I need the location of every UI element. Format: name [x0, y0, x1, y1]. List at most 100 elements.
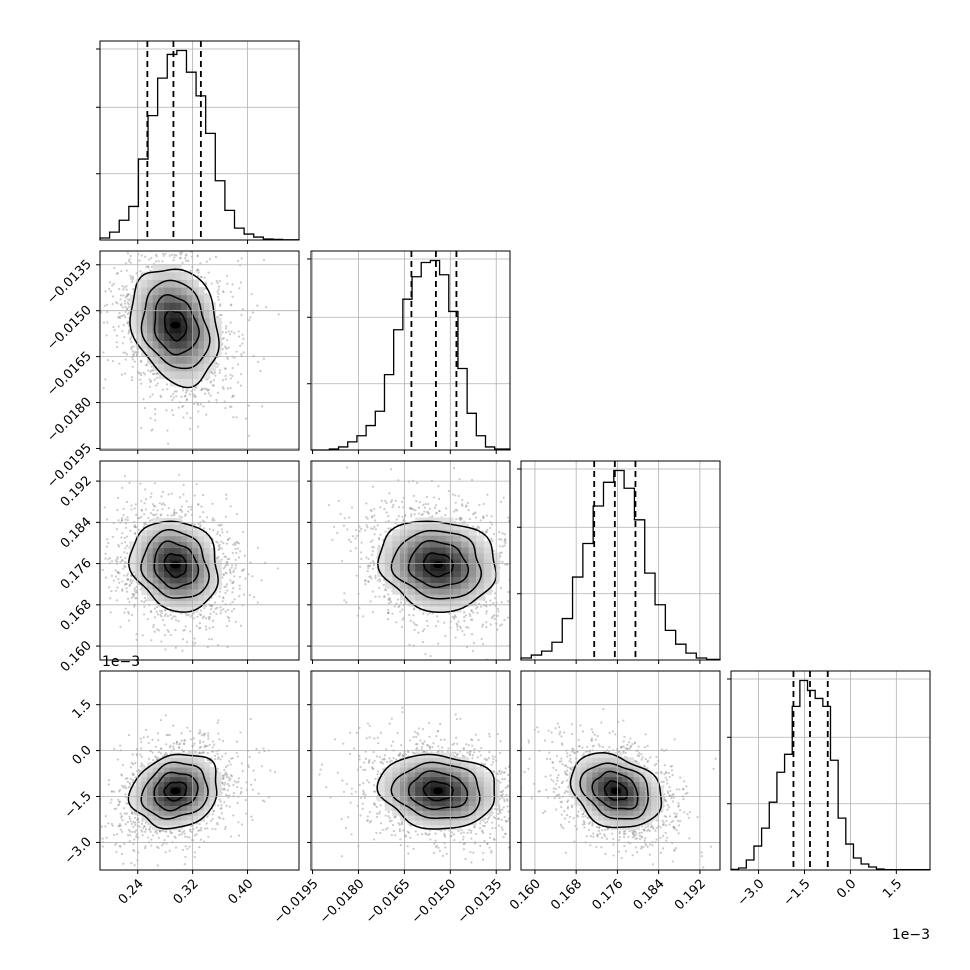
scatter-point	[173, 511, 176, 514]
density-cell	[415, 523, 424, 530]
scatter-point	[216, 315, 219, 318]
scatter-point	[243, 554, 246, 557]
scatter-point	[125, 535, 129, 538]
scatter-point	[189, 416, 192, 420]
scatter-point	[380, 499, 383, 502]
scatter-point	[166, 429, 169, 432]
scatter-point	[516, 572, 518, 574]
scatter-point	[207, 388, 210, 391]
scatter-point	[496, 628, 499, 631]
scatter-point	[151, 428, 154, 431]
scatter-point	[211, 384, 214, 387]
scatter-point	[276, 567, 279, 570]
scatter-point	[366, 564, 370, 568]
scatter-point	[218, 371, 221, 375]
scatter-point	[218, 547, 221, 550]
scatter-point	[241, 308, 245, 311]
scatter-point	[125, 288, 128, 291]
density-cell	[186, 340, 194, 349]
density-cell	[175, 302, 182, 311]
scatter-point	[343, 599, 346, 602]
density-cell	[198, 529, 205, 537]
scatter-point	[197, 410, 200, 413]
scatter-point	[474, 511, 477, 514]
scatter-point	[186, 389, 189, 392]
scatter-point	[161, 490, 164, 493]
density-cell	[392, 546, 401, 554]
scatter-point	[217, 548, 220, 552]
scatter-point	[237, 556, 241, 559]
scatter-point	[172, 413, 175, 417]
scatter-point	[443, 621, 446, 624]
scatter-point	[340, 559, 344, 563]
density-cell	[164, 294, 171, 303]
scatter-point	[484, 530, 488, 533]
density-cell	[164, 600, 171, 608]
scatter-point	[120, 516, 124, 520]
scatter-point	[130, 596, 133, 599]
scatter-point	[165, 409, 168, 412]
scatter-point	[224, 555, 227, 558]
scatter-point	[383, 595, 386, 599]
scatter-point	[122, 294, 125, 297]
scatter-point	[355, 574, 358, 577]
density-cell	[415, 582, 424, 589]
scatter-point	[131, 280, 134, 283]
scatter-point	[177, 620, 180, 623]
scatter-point	[115, 334, 119, 337]
density-cell	[186, 553, 194, 560]
scatter-point	[489, 599, 492, 602]
density-cell	[203, 302, 211, 311]
density-cell	[135, 535, 142, 543]
scatter-point	[467, 626, 470, 629]
density-cell	[158, 287, 165, 296]
scatter-point	[497, 610, 500, 613]
scatter-point	[164, 648, 167, 651]
scatter-point	[482, 516, 485, 519]
density-cell	[203, 355, 211, 364]
density-cell	[209, 309, 216, 319]
scatter-point	[189, 269, 192, 272]
scatter-point	[131, 275, 134, 278]
density-cell	[158, 529, 165, 537]
scatter-point	[163, 504, 166, 507]
scatter-point	[374, 576, 377, 580]
scatter-point	[152, 625, 155, 629]
scatter-point	[193, 394, 196, 397]
scatter-point	[471, 618, 474, 621]
density-cell	[175, 547, 182, 554]
scatter-point	[151, 518, 154, 522]
scatter-point	[478, 532, 481, 535]
scatter-point	[422, 612, 425, 615]
scatter-point	[525, 600, 527, 602]
scatter-point	[198, 627, 201, 630]
density-cell	[198, 535, 205, 543]
density-cell	[169, 523, 177, 531]
scatter-point	[399, 601, 403, 604]
scatter-point	[158, 224, 160, 226]
scatter-point	[219, 606, 222, 609]
density-cell	[135, 547, 142, 554]
scatter-point	[143, 502, 146, 505]
scatter-point	[233, 356, 236, 359]
density-cell	[164, 571, 171, 578]
scatter-point	[134, 591, 138, 594]
density-cell	[384, 558, 393, 566]
scatter-point	[473, 512, 476, 515]
scatter-point	[224, 563, 228, 566]
scatter-point	[376, 579, 380, 582]
scatter-point	[152, 508, 155, 511]
scatter-point	[436, 615, 439, 618]
scatter-point	[485, 621, 488, 624]
scatter-point	[181, 510, 184, 513]
scatter-point	[242, 530, 245, 534]
density-cell	[192, 553, 199, 560]
scatter-point	[109, 290, 113, 293]
scatter-point	[120, 542, 123, 545]
scatter-point	[500, 601, 503, 604]
scatter-point	[127, 610, 130, 614]
density-cell	[135, 309, 142, 319]
scatter-point	[425, 495, 428, 499]
scatter-point	[164, 252, 167, 255]
scatter-point	[427, 502, 430, 506]
